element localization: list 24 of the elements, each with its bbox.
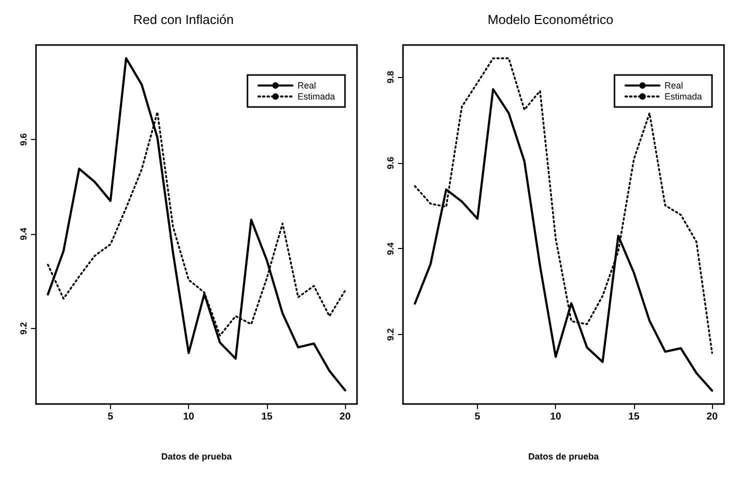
x-tick-label: 15	[261, 412, 273, 422]
legend-label: Real	[664, 80, 683, 90]
x-tick-label: 5	[108, 412, 114, 422]
x-axis-title: Datos de prueba	[161, 452, 233, 462]
y-tick-label: 9.2	[386, 328, 396, 341]
y-tick-label: 9.8	[386, 70, 396, 84]
y-tick-label: 9.6	[18, 133, 28, 146]
x-tick-label: 10	[550, 412, 562, 422]
y-tick-label: 9.6	[386, 156, 396, 170]
legend-label: Estimada	[297, 92, 336, 102]
x-tick-label: 20	[706, 412, 718, 422]
chart-title: Red con Inflación	[133, 12, 234, 27]
y-tick-label: 9.4	[386, 242, 396, 255]
x-tick-label: 20	[340, 412, 352, 422]
x-axis-title: Datos de prueba	[528, 452, 600, 462]
y-tick-label: 9.2	[18, 322, 28, 335]
x-tick-label: 15	[628, 412, 640, 422]
line-series	[46, 57, 346, 392]
legend-label: Estimada	[664, 92, 702, 102]
x-tick-label: 10	[183, 412, 195, 422]
legend-label: Real	[297, 80, 316, 90]
x-tick-label: 5	[474, 412, 481, 422]
y-tick-label: 9.4	[18, 228, 28, 240]
chart-title: Modelo Econométrico	[488, 12, 614, 27]
